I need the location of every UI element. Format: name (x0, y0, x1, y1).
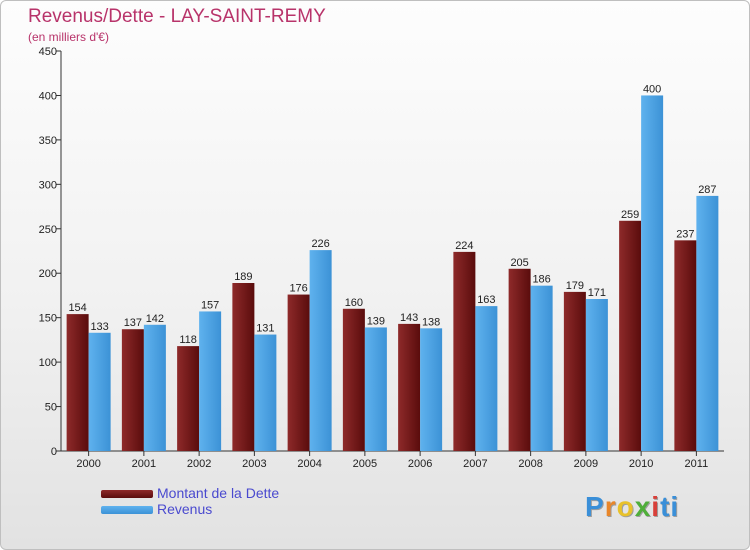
data-label-revenus: 138 (422, 316, 440, 328)
data-label-revenus: 163 (477, 294, 495, 306)
data-label-dette: 137 (124, 317, 142, 329)
data-label-revenus: 139 (367, 315, 385, 327)
x-tick-label: 2000 (76, 458, 100, 470)
bar-revenus (309, 250, 332, 451)
x-tick-label: 2002 (187, 458, 211, 470)
data-label-dette: 224 (455, 240, 473, 252)
data-label-dette: 154 (68, 302, 86, 314)
data-label-dette: 205 (510, 257, 528, 269)
data-label-dette: 176 (289, 283, 307, 295)
x-tick-label: 2004 (297, 458, 321, 470)
bar-revenus (475, 306, 498, 451)
bar-revenus (199, 311, 222, 451)
bar-revenus (364, 327, 387, 451)
bar-dette (232, 283, 255, 451)
x-tick-label: 2007 (463, 458, 487, 470)
y-tick-label: 50 (45, 402, 57, 414)
chart-title: Revenus/Dette - LAY-SAINT-REMY (28, 6, 326, 27)
bar-dette (563, 291, 586, 451)
proxiti-logo: Proxiti (585, 491, 679, 523)
logo-letter: P (585, 491, 605, 522)
y-tick-label: 100 (39, 357, 57, 369)
bar-dette (453, 251, 476, 451)
data-label-revenus: 171 (588, 287, 606, 299)
bar-dette (342, 308, 365, 451)
data-label-dette: 189 (234, 271, 252, 283)
logo-letter: i (651, 491, 661, 522)
logo-letter: r (604, 491, 617, 522)
bar-revenus (530, 285, 553, 451)
x-tick-label: 2006 (408, 458, 432, 470)
y-tick-label: 300 (39, 179, 57, 191)
bar-dette (121, 329, 144, 451)
data-label-dette: 259 (621, 209, 639, 221)
y-tick-label: 150 (39, 313, 57, 325)
y-tick-label: 400 (39, 90, 57, 102)
bar-dette (674, 240, 697, 451)
data-label-dette: 160 (345, 297, 363, 309)
data-label-revenus: 131 (256, 323, 274, 335)
legend-swatch-revenus (101, 506, 153, 514)
bar-dette (177, 346, 200, 451)
x-tick-label: 2011 (685, 458, 709, 470)
bar-revenus (88, 332, 111, 451)
data-label-dette: 179 (566, 280, 584, 292)
data-label-dette: 118 (179, 334, 197, 346)
y-tick-label: 200 (39, 268, 57, 280)
y-tick-label: 450 (39, 46, 57, 58)
x-tick-label: 2008 (518, 458, 542, 470)
bar-revenus (585, 299, 608, 451)
data-label-dette: 237 (676, 228, 694, 240)
data-label-revenus: 133 (90, 321, 108, 333)
logo-letter: o (616, 491, 635, 522)
x-tick-label: 2005 (353, 458, 377, 470)
y-tick-label: 250 (39, 224, 57, 236)
x-tick-label: 2010 (629, 458, 653, 470)
data-label-revenus: 226 (311, 238, 329, 250)
data-label-revenus: 157 (201, 299, 219, 311)
data-label-revenus: 287 (698, 184, 716, 196)
legend-label-dette: Montant de la Dette (157, 485, 280, 501)
data-label-revenus: 142 (146, 313, 164, 325)
bar-revenus (696, 195, 719, 451)
legend-swatch-dette (101, 490, 153, 498)
legend-label-revenus: Revenus (157, 501, 213, 517)
data-label-dette: 143 (400, 312, 418, 324)
bar-dette (619, 220, 642, 451)
bar-revenus (143, 324, 166, 451)
data-label-revenus: 186 (532, 274, 550, 286)
y-tick-label: 350 (39, 135, 57, 147)
y-tick-label: 0 (51, 446, 57, 458)
bar-dette (508, 268, 531, 451)
bar-dette (398, 323, 421, 451)
bar-dette (287, 294, 310, 451)
x-tick-label: 2003 (242, 458, 266, 470)
bar-revenus (420, 328, 443, 451)
data-label-revenus: 400 (643, 83, 661, 95)
x-tick-label: 2009 (574, 458, 598, 470)
logo-letter: x (634, 491, 652, 522)
bar-dette (66, 314, 89, 451)
chart-subtitle: (en milliers d'€) (28, 30, 109, 44)
logo-letter: ti (660, 491, 680, 522)
x-tick-label: 2001 (132, 458, 156, 470)
bar-revenus (641, 95, 664, 451)
bar-revenus (254, 334, 277, 451)
